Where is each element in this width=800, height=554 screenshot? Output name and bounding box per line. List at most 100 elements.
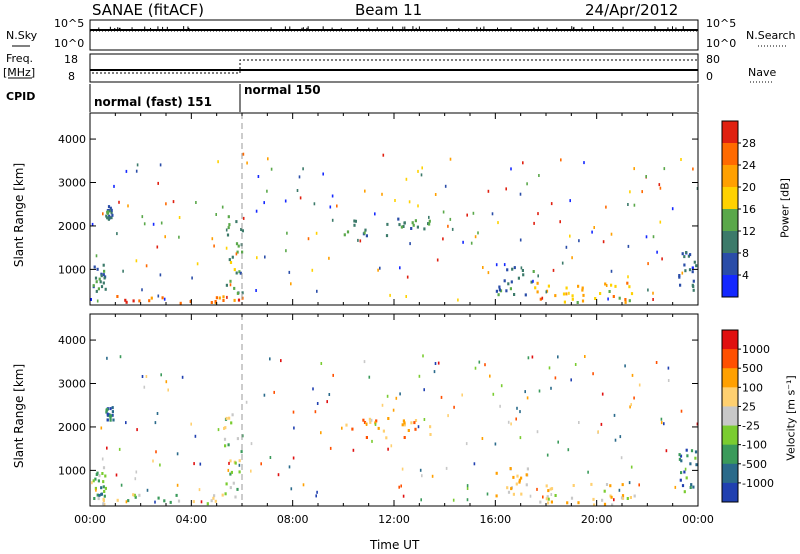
scatter-echo — [592, 372, 594, 376]
colorbar-segment-7 — [722, 275, 738, 298]
scatter-echo — [221, 205, 224, 209]
echo-cell-7 — [694, 456, 697, 460]
scatter-echo — [250, 469, 252, 473]
echo-cell-1 — [99, 280, 102, 284]
scatter-echo — [505, 187, 507, 191]
scatter-echo — [541, 296, 544, 300]
echo-cell-4 — [410, 227, 413, 230]
echo-cell-4 — [343, 233, 346, 237]
echo-cell-1 — [103, 490, 106, 493]
echo-cell-6 — [624, 300, 627, 304]
colorbar-tick-label-0: 1000 — [742, 343, 770, 356]
echo-cell-1 — [100, 285, 104, 289]
scatter-echo — [193, 462, 195, 466]
scatter-echo — [298, 175, 301, 179]
scatter-echo — [336, 204, 338, 208]
echo-cell-4 — [403, 423, 406, 427]
echo-cell-3 — [229, 472, 232, 476]
scatter-echo — [663, 422, 665, 426]
scatter-echo — [100, 426, 103, 430]
scatter-echo — [395, 396, 398, 400]
nsky-tick-top: 10^5 — [54, 17, 85, 30]
echo-cell-6 — [571, 294, 574, 298]
echo-cell-4 — [353, 219, 356, 223]
echo-cell-5 — [510, 280, 513, 284]
echo-cell-5 — [495, 471, 498, 475]
scatter-echo — [386, 394, 389, 398]
echo-cell-4 — [400, 225, 403, 229]
colorbar-tick-label-4: -25 — [742, 420, 760, 433]
echo-cell-2 — [110, 211, 113, 215]
scatter-echo — [524, 390, 526, 394]
freq-panel-frame — [89, 53, 699, 83]
scatter-echo — [165, 202, 167, 206]
scatter-echo — [618, 488, 621, 492]
echo-cell-7 — [689, 253, 692, 257]
echo-cell-5 — [497, 293, 500, 297]
echo-cell-1 — [93, 265, 96, 269]
echo-cell-6 — [628, 285, 631, 289]
scatter-echo — [322, 172, 324, 176]
scatter-echo — [181, 375, 184, 379]
echo-cell-0 — [138, 493, 141, 497]
echo-cell-5 — [509, 467, 512, 470]
scatter-echo — [638, 383, 641, 387]
echo-cell-0 — [215, 296, 218, 300]
scatter-echo — [331, 218, 334, 222]
echo-cell-1 — [100, 486, 103, 490]
scatter-echo — [299, 196, 302, 200]
echo-cell-7 — [678, 275, 681, 279]
echo-cell-6 — [609, 484, 612, 488]
scatter-echo — [368, 375, 371, 379]
scatter-echo — [674, 485, 677, 489]
echo-cell-6 — [581, 288, 584, 292]
echo-cell-0 — [102, 497, 105, 501]
scatter-echo — [578, 421, 580, 424]
echo-cell-4 — [403, 421, 406, 425]
scatter-echo — [145, 375, 148, 378]
colorbar-tick-label-2: 100 — [742, 381, 763, 394]
echo-cell-7 — [693, 260, 696, 264]
echo-cell-3 — [236, 291, 239, 295]
echo-cell-6 — [562, 292, 566, 296]
scatter-echo — [135, 259, 138, 263]
power-ylabel: Slant Range [km] — [12, 162, 26, 268]
scatter-echo — [630, 403, 632, 407]
scatter-echo — [141, 288, 143, 292]
echo-cell-0 — [177, 499, 181, 503]
echo-cell-5 — [520, 476, 523, 480]
echo-cell-0 — [93, 497, 96, 500]
echo-cell-3 — [233, 286, 236, 290]
scatter-echo — [647, 288, 649, 292]
echo-cell-6 — [608, 290, 611, 293]
echo-cell-4 — [402, 419, 405, 423]
x-tick-label-2: 08:00 — [277, 513, 309, 526]
echo-cell-3 — [241, 229, 244, 233]
echo-cell-6 — [539, 500, 542, 504]
scatter-echo — [178, 235, 180, 239]
scatter-echo — [280, 359, 282, 363]
scatter-echo — [270, 167, 273, 171]
echo-cell-6 — [577, 284, 580, 288]
scatter-echo — [680, 409, 683, 413]
echo-cell-0 — [192, 500, 195, 504]
scatter-echo — [629, 405, 631, 409]
scatter-echo — [570, 378, 572, 382]
echo-cell-2 — [109, 416, 112, 420]
scatter-echo — [452, 498, 455, 502]
echo-cell-5 — [507, 490, 511, 494]
colorbar-frame — [721, 329, 739, 503]
colorbar-tick-label-5: -100 — [742, 439, 767, 452]
scatter-echo — [605, 205, 607, 209]
echo-cell-3 — [235, 271, 238, 275]
scatter-echo — [267, 157, 269, 161]
echo-cell-3 — [241, 291, 244, 295]
scatter-echo — [495, 263, 498, 267]
echo-cell-5 — [530, 280, 533, 284]
scatter-echo — [633, 167, 635, 171]
echo-cell-3 — [240, 228, 243, 231]
echo-cell-0 — [237, 298, 241, 302]
echo-cell-4 — [374, 421, 377, 425]
scatter-echo — [226, 295, 228, 299]
scatter-echo — [663, 167, 666, 171]
